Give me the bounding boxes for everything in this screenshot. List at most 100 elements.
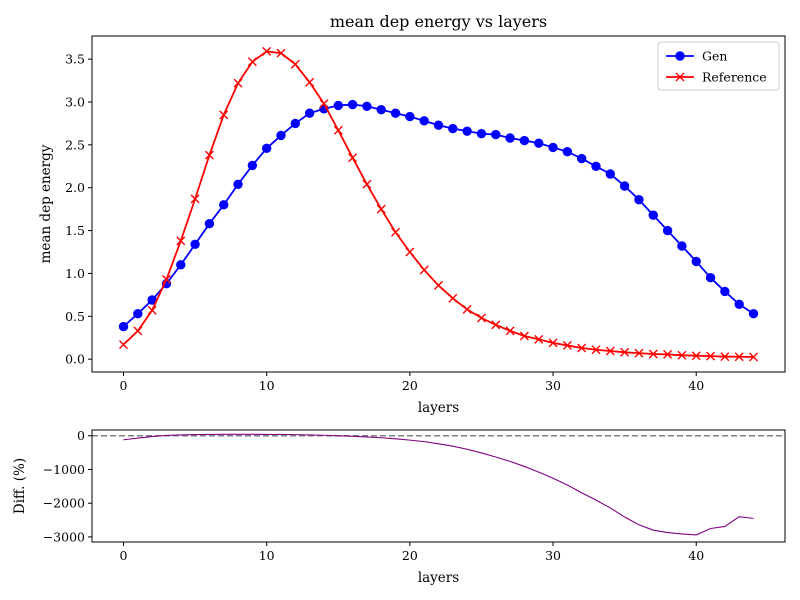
series-point-gen	[333, 100, 343, 111]
x-tick-label: 10	[259, 548, 275, 563]
series-point-gen	[362, 101, 372, 111]
series-point-reference	[176, 236, 186, 246]
series-point-reference	[262, 46, 272, 56]
x-tick-label: 10	[259, 378, 275, 393]
series-point-gen	[405, 111, 415, 122]
chart-title: mean dep energy vs layers	[330, 12, 547, 31]
x-tick-label: 40	[688, 548, 704, 563]
series-point-gen	[505, 133, 515, 143]
series-point-reference	[734, 352, 744, 362]
y-tick-label: 3.0	[65, 95, 85, 110]
series-point-gen	[219, 200, 229, 210]
series-point-reference	[634, 348, 644, 358]
series-point-reference	[133, 326, 143, 336]
series-point-reference	[147, 305, 157, 315]
series-point-reference	[663, 349, 673, 359]
series-point-reference	[562, 340, 572, 350]
series-point-gen	[691, 256, 701, 267]
series-point-gen	[476, 129, 487, 139]
top-x-axis-label: layers	[418, 400, 459, 416]
series-point-gen	[376, 105, 386, 115]
series-point-reference	[348, 153, 358, 163]
series-point-reference	[219, 110, 229, 120]
series-point-gen	[176, 260, 186, 270]
series-point-gen	[519, 135, 530, 146]
x-tick-label: 30	[545, 548, 561, 563]
x-tick-label: 20	[402, 548, 418, 563]
series-point-gen	[347, 99, 358, 110]
bottom-ticks: 0 10 20 30 40 0 −1000 −2000 −3000	[43, 428, 705, 563]
series-point-reference	[720, 352, 730, 362]
series-point-gen	[705, 273, 716, 283]
y-tick-label: −3000	[43, 529, 85, 544]
top-plot-frame	[91, 35, 786, 373]
legend-label-gen: Gen	[702, 49, 727, 64]
series-point-gen	[591, 161, 601, 171]
series-point-gen	[491, 129, 501, 140]
series-point-gen	[534, 138, 544, 148]
series-point-gen	[118, 321, 129, 332]
series-point-reference	[448, 293, 458, 303]
bottom-chart-panel: 0 10 20 30 40 0 −1000 −2000 −3000 layers Diff. (…	[12, 428, 786, 586]
series-point-reference	[190, 194, 200, 204]
series-point-reference	[333, 125, 343, 135]
series-point-gen	[605, 169, 616, 179]
series-point-gen	[233, 179, 243, 189]
series-point-gen	[290, 118, 301, 129]
series-point-gen	[576, 153, 587, 164]
y-tick-label: −1000	[43, 462, 85, 477]
series-point-gen	[204, 219, 215, 229]
series-point-reference	[419, 265, 429, 275]
bottom-x-axis-label: layers	[418, 570, 459, 586]
series-point-reference	[548, 338, 558, 348]
series-point-reference	[391, 227, 401, 237]
series-point-gen	[462, 126, 472, 136]
diff-series-line	[123, 433, 754, 536]
series-point-reference	[677, 350, 687, 360]
series-line-gen	[122, 103, 754, 328]
series-point-reference	[247, 57, 257, 67]
series-point-reference	[376, 204, 386, 214]
series-point-reference	[290, 59, 300, 69]
series-point-reference	[749, 352, 758, 362]
y-tick-label: 0.0	[65, 352, 85, 367]
bottom-plot-frame	[91, 429, 786, 543]
series-point-reference	[591, 345, 601, 355]
y-tick-label: 1.5	[65, 223, 85, 238]
series-point-gen	[433, 120, 444, 130]
bottom-series-group	[92, 433, 785, 536]
series-point-reference	[362, 179, 372, 189]
series-point-gen	[734, 299, 744, 309]
series-point-reference	[204, 150, 214, 160]
series-point-reference	[305, 77, 315, 87]
series-point-gen	[276, 130, 286, 141]
x-tick-label: 20	[402, 378, 418, 393]
series-point-gen	[662, 225, 673, 236]
y-tick-label: −2000	[43, 496, 85, 511]
series-point-gen	[133, 309, 143, 319]
series-point-reference	[605, 346, 615, 356]
bottom-y-axis-label: Diff. (%)	[12, 458, 28, 514]
series-point-gen	[748, 309, 759, 319]
top-ticks: 0 10 20 30 40 0.0 0.5 1.0 1.5 2.0 2.5 3.0 3.5	[65, 52, 704, 393]
series-point-reference	[476, 313, 486, 323]
series-point-reference	[648, 349, 658, 359]
legend-label-reference: Reference	[702, 70, 767, 85]
series-point-reference	[233, 78, 243, 88]
series-point-reference	[276, 48, 286, 58]
series-point-reference	[405, 247, 415, 257]
series-point-gen	[247, 160, 258, 171]
series-point-gen	[261, 143, 272, 153]
series-point-reference	[577, 343, 587, 353]
legend-box	[657, 41, 780, 91]
series-point-gen	[548, 142, 558, 153]
series-point-reference	[491, 320, 501, 330]
series-point-reference	[319, 99, 329, 109]
series-point-gen	[304, 108, 315, 118]
series-point-reference	[161, 274, 171, 284]
series-point-gen	[562, 147, 573, 157]
x-tick-label: 0	[120, 548, 128, 563]
x-tick-label: 30	[545, 378, 561, 393]
series-point-reference	[519, 331, 529, 341]
